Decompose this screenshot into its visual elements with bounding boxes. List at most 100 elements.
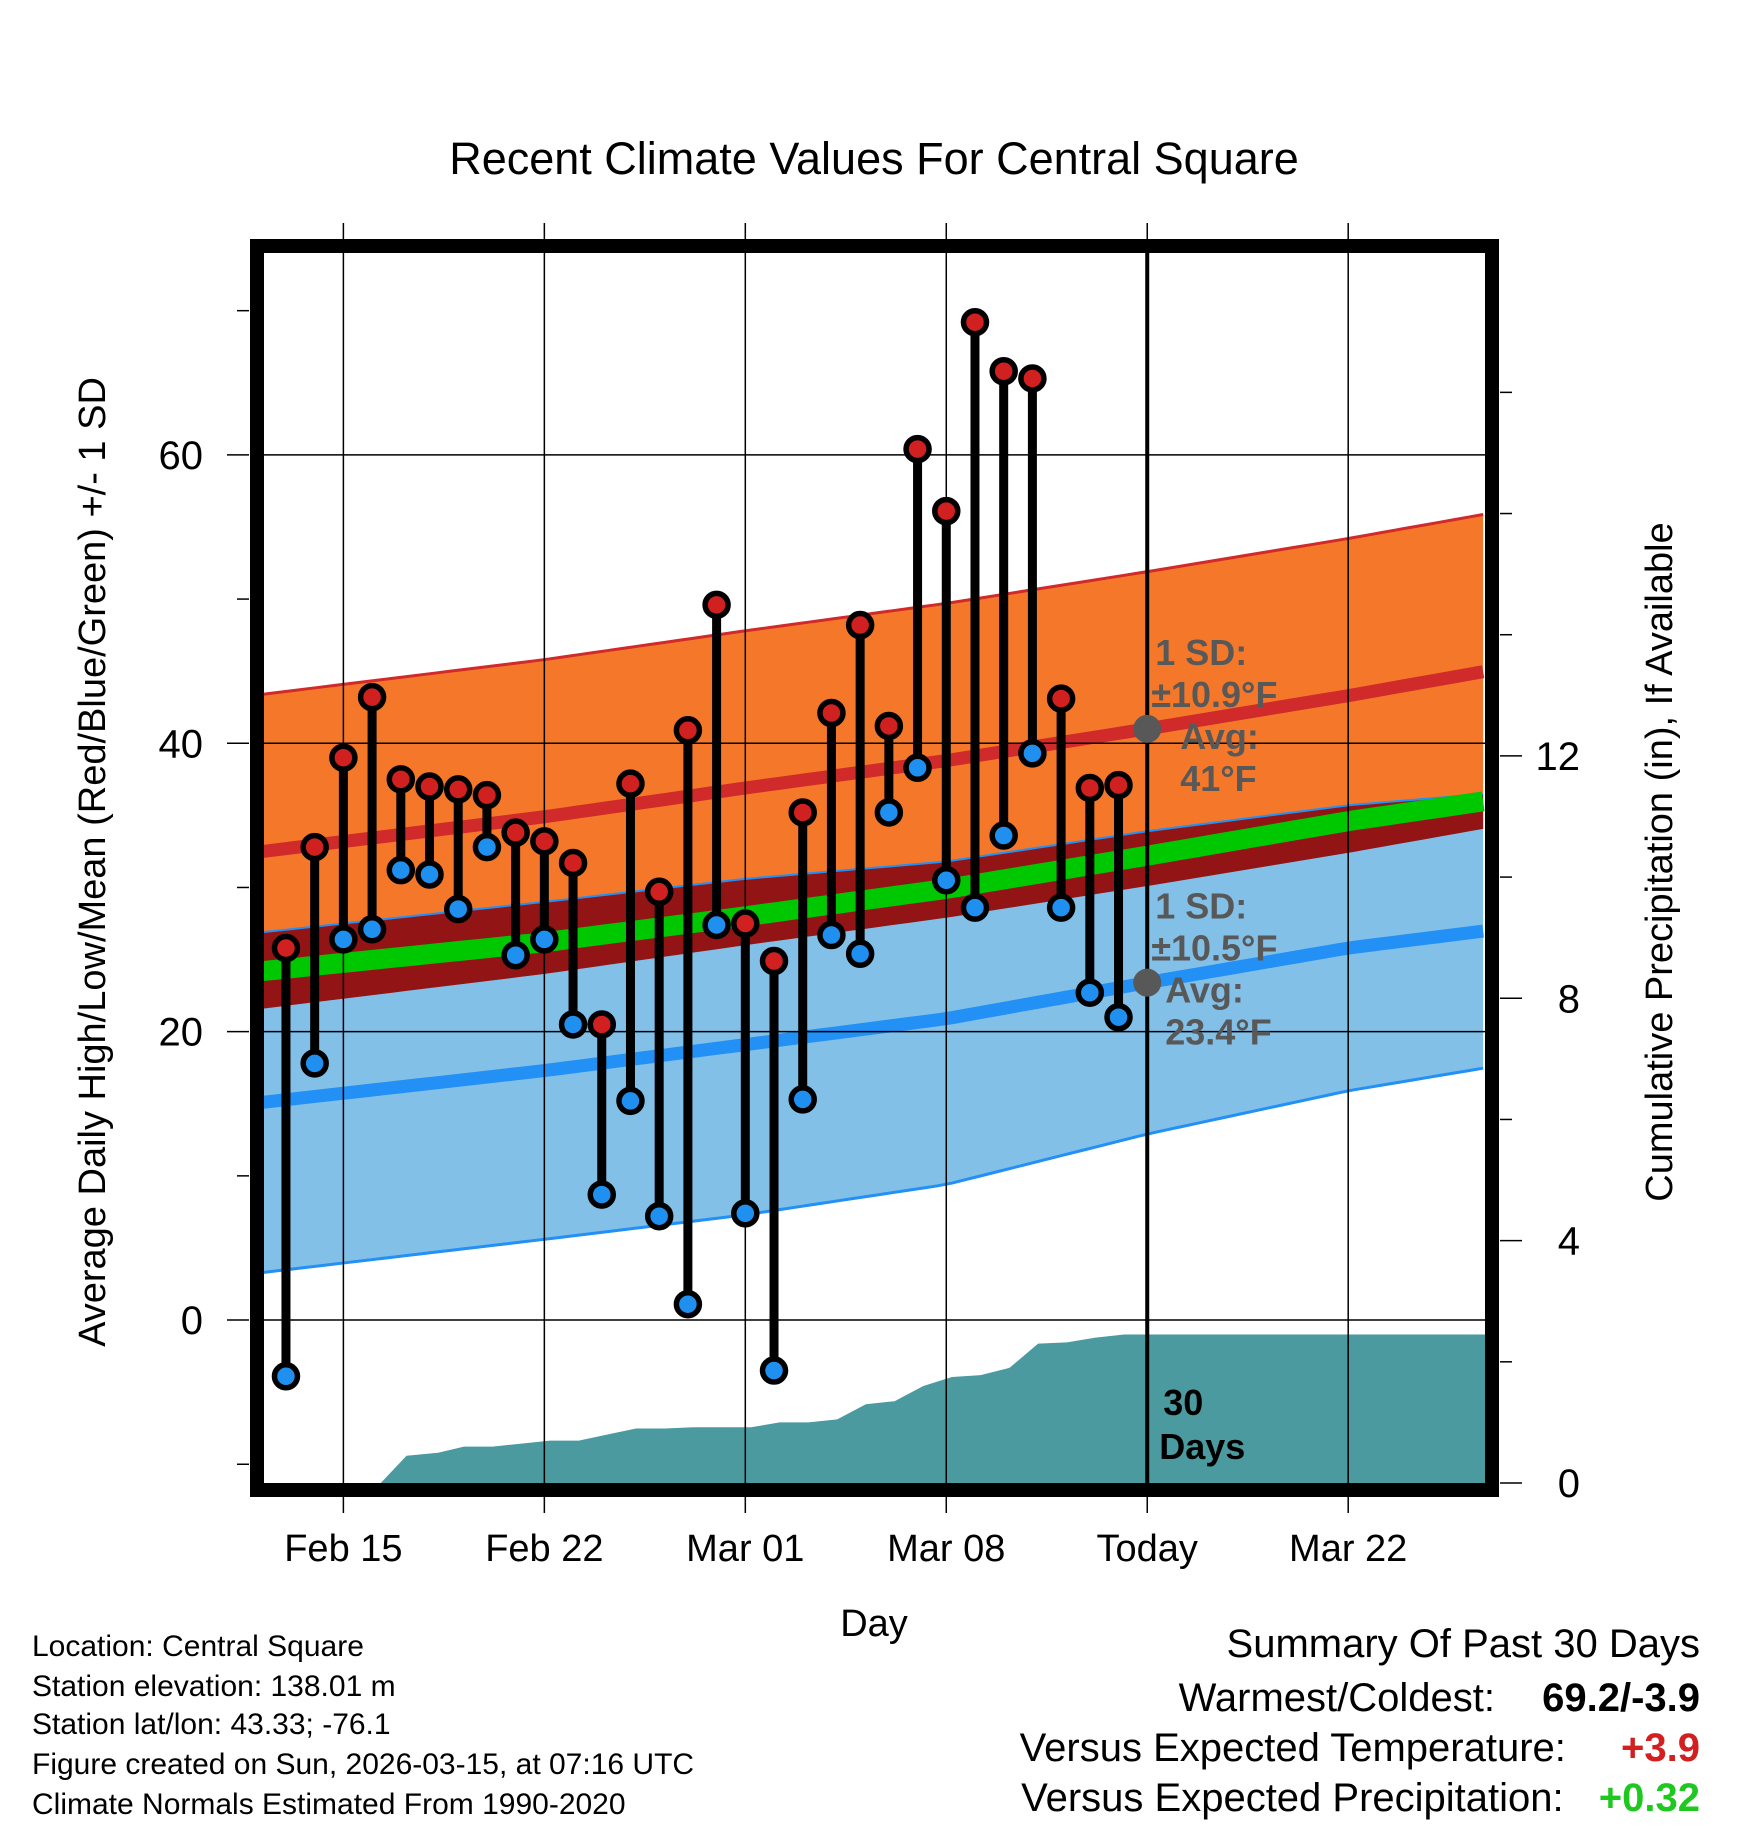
y-tick-label: 20	[159, 1011, 204, 1055]
daily-high-point	[1075, 773, 1105, 803]
daily-low-point	[587, 1180, 617, 1209]
daily-high-point	[415, 772, 444, 801]
daily-high-point	[874, 711, 904, 741]
daily-low-point	[702, 910, 731, 940]
plot-area	[263, 253, 1486, 1483]
high-normal-line	[263, 665, 1485, 858]
x-tick-label: Mar 22	[1289, 1528, 1407, 1570]
daily-high-point	[673, 716, 703, 745]
annotation-low-label-3: Avg:	[1165, 970, 1244, 1011]
daily-low-point	[501, 940, 530, 970]
y-axis-label: Average Daily High/Low/Mean (Red/Blue/Gr…	[72, 377, 114, 1347]
daily-high-point	[501, 818, 530, 847]
daily-high-point	[443, 775, 473, 804]
daily-low-point	[845, 939, 875, 969]
daily-low-point	[300, 1049, 329, 1078]
precip-label: Versus Expected Precipitation:	[1021, 1776, 1564, 1820]
daily-low-point	[960, 893, 990, 922]
daily-low-point	[472, 832, 502, 862]
info-created: Figure created on Sun, 2026-03-15, at 07…	[32, 1748, 695, 1781]
daily-low-point	[1075, 978, 1105, 1007]
annotation-days-word: Days	[1159, 1426, 1245, 1467]
daily-high-point	[357, 682, 387, 712]
x-tick-label: Feb 15	[284, 1528, 402, 1570]
daily-low-point	[616, 1086, 645, 1116]
y-tick-label: 40	[159, 722, 204, 766]
plot-frame	[250, 239, 1499, 1497]
daily-low-point	[558, 1010, 588, 1039]
annotation-high-label-1: 1 SD:	[1155, 632, 1247, 673]
daily-high-point	[817, 698, 846, 728]
daily-low-point	[874, 798, 904, 827]
daily-high-point	[329, 743, 358, 772]
daily-low-point	[530, 925, 559, 954]
y2-axis-label: Cumulative Precipitation (in), If Availa…	[1639, 522, 1681, 1201]
daily-low-point	[357, 915, 387, 944]
daily-high-point	[1018, 364, 1047, 393]
annotation-high-label-4: 41°F	[1180, 758, 1256, 799]
daily-low-point	[415, 860, 444, 889]
info-location: Location: Central Square	[32, 1630, 364, 1663]
y2-tick-label: 8	[1558, 977, 1580, 1021]
y-tick-label: 0	[181, 1299, 203, 1343]
daily-low-point	[817, 920, 846, 950]
daily-high-point	[702, 590, 731, 620]
warmest-coldest-label: Warmest/Coldest:	[1178, 1676, 1495, 1720]
daily-high-point	[845, 610, 875, 640]
low-normal-line	[263, 924, 1484, 1109]
annotation-high-label-2: ±10.9°F	[1151, 674, 1277, 715]
high-avg-marker	[1133, 714, 1162, 743]
annotation-days-count: 30	[1163, 1382, 1203, 1423]
summary-precip: Versus Expected Precipitation: +0.32	[1021, 1776, 1700, 1821]
daily-high-point	[386, 765, 416, 794]
info-normals: Climate Normals Estimated From 1990-2020	[32, 1788, 626, 1821]
annotation-high-label-3: Avg:	[1180, 716, 1259, 757]
high-sd-band	[263, 514, 1484, 1009]
daily-high-point	[271, 933, 301, 963]
daily-high-point	[558, 848, 588, 878]
y2-tick-label: 12	[1536, 735, 1581, 779]
daily-high-point	[903, 434, 932, 464]
annotation-low-label-2: ±10.5°F	[1151, 928, 1277, 969]
daily-high-point	[759, 946, 789, 976]
low-band-lower-edge	[263, 1066, 1484, 1274]
summary-warmest-coldest: Warmest/Coldest: 69.2/-3.9	[1179, 1676, 1700, 1721]
daily-low-point	[759, 1356, 789, 1385]
temp-label: Versus Expected Temperature:	[1019, 1726, 1566, 1770]
daily-low-point	[1018, 739, 1047, 768]
y2-tick-label: 0	[1558, 1462, 1580, 1506]
daily-low-point	[644, 1201, 674, 1231]
x-tick-label: Mar 01	[686, 1528, 804, 1570]
x-tick-label: Mar 08	[887, 1528, 1005, 1570]
daily-low-point	[673, 1289, 703, 1319]
low-avg-marker	[1133, 968, 1162, 997]
info-latlon: Station lat/lon: 43.33; -76.1	[32, 1708, 391, 1741]
annotation-low-label-4: 23.4°F	[1165, 1012, 1271, 1053]
temp-value: +3.9	[1621, 1726, 1700, 1770]
daily-high-point	[644, 877, 674, 907]
daily-high-point	[530, 827, 559, 856]
y-tick-label: 60	[159, 434, 204, 478]
annotation-low-label-1: 1 SD:	[1155, 886, 1247, 927]
daily-high-point	[932, 496, 961, 526]
precip-area	[263, 1334, 1486, 1483]
daily-high-point	[472, 780, 502, 810]
mean-normal-line	[263, 791, 1485, 982]
summary-title: Summary Of Past 30 Days	[1226, 1622, 1700, 1666]
precip-value: +0.32	[1598, 1776, 1700, 1820]
daily-low-point	[1046, 893, 1076, 922]
daily-high-point	[587, 1010, 617, 1039]
x-axis-label: Day	[840, 1603, 908, 1645]
daily-low-point	[386, 855, 416, 885]
daily-low-point	[1104, 1002, 1133, 1032]
daily-high-point	[960, 307, 990, 337]
chart-title: Recent Climate Values For Central Square	[449, 133, 1299, 184]
daily-high-point	[731, 909, 760, 938]
daily-high-point	[1046, 684, 1076, 713]
daily-low-point	[731, 1199, 760, 1228]
daily-high-point	[788, 798, 817, 827]
daily-high-point	[989, 356, 1018, 386]
x-tick-label: Today	[1097, 1528, 1198, 1570]
daily-high-point	[1104, 770, 1133, 800]
